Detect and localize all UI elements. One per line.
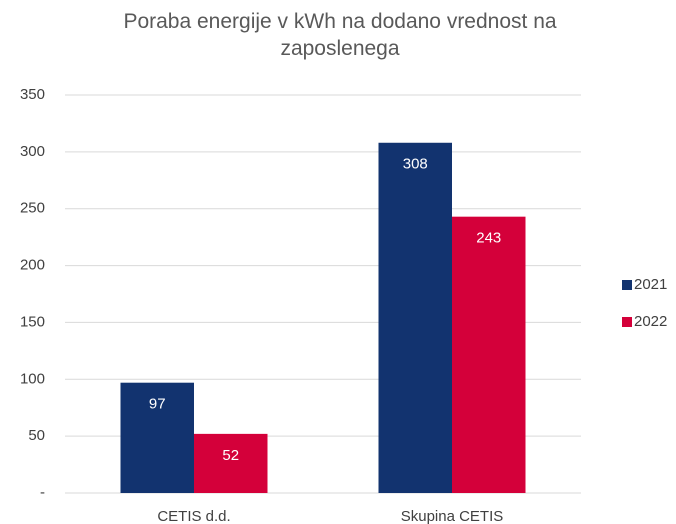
y-tick-label: 200 <box>20 257 45 274</box>
data-label: 97 <box>149 396 166 413</box>
bar <box>452 216 526 493</box>
data-label: 52 <box>222 447 239 464</box>
legend-swatch <box>622 317 632 327</box>
y-tick-label: - <box>40 484 45 501</box>
legend-swatch <box>622 280 632 290</box>
legend-label: 2021 <box>634 276 667 293</box>
y-tick-label: 250 <box>20 200 45 217</box>
chart-title: Poraba energije v kWh na dodano vrednost… <box>123 10 557 60</box>
bar <box>194 433 268 493</box>
y-tick-label: 100 <box>20 370 45 387</box>
y-tick-label: 300 <box>20 143 45 160</box>
x-tick-label: Skupina CETIS <box>401 508 504 524</box>
y-tick-label: 350 <box>20 86 45 103</box>
y-tick-label: 150 <box>20 313 45 330</box>
legend-label: 2022 <box>634 313 667 330</box>
x-tick-label: CETIS d.d. <box>157 508 230 524</box>
data-label: 243 <box>476 230 501 247</box>
bar <box>378 142 452 493</box>
bar <box>120 382 194 493</box>
y-tick-label: 50 <box>28 427 45 444</box>
data-label: 308 <box>403 156 428 173</box>
